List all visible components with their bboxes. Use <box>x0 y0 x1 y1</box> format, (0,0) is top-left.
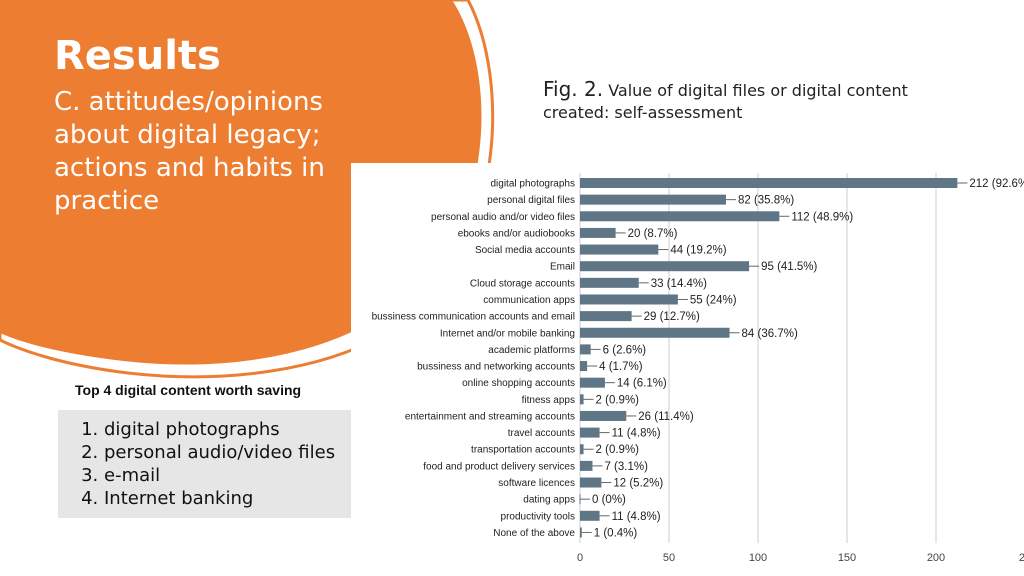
bar <box>580 294 678 305</box>
bar <box>580 410 627 421</box>
bar <box>580 394 584 405</box>
list-item: digital photographs <box>104 418 357 441</box>
list-item: e-mail <box>104 464 357 487</box>
category-label: personal digital files <box>487 195 575 206</box>
x-tick-label: 50 <box>663 552 675 564</box>
data-label: 95 (41.5%) <box>761 261 817 273</box>
data-label: 20 (8.7%) <box>628 228 678 240</box>
data-label: 55 (24%) <box>690 294 737 306</box>
data-label: 7 (3.1%) <box>604 461 648 473</box>
x-tick-label: 200 <box>927 552 945 564</box>
bar-chart: 0 50 100 150 200 25 digital photographs 212 (92… <box>372 173 1024 564</box>
bar <box>580 444 584 455</box>
bar <box>580 311 632 322</box>
data-label: 29 (12.7%) <box>644 311 700 323</box>
category-label: Internet and/or mobile banking <box>440 328 575 339</box>
category-label: Cloud storage accounts <box>470 278 575 289</box>
bar <box>580 327 730 338</box>
x-tick-label: 150 <box>838 552 856 564</box>
data-label: 84 (36.7%) <box>742 328 798 340</box>
bar <box>580 227 616 238</box>
bar <box>580 211 780 222</box>
category-label: entertainment and streaming accounts <box>405 411 575 422</box>
x-tick-label: 25 <box>1019 552 1024 564</box>
category-label: communication apps <box>483 295 575 306</box>
data-label: 14 (6.1%) <box>617 378 667 390</box>
data-label: 2 (0.9%) <box>596 444 640 456</box>
bar <box>580 277 639 288</box>
slide-title: Results <box>54 33 221 79</box>
data-label: 26 (11.4%) <box>638 411 694 423</box>
data-label: 112 (48.9%) <box>791 211 853 223</box>
category-label: bussiness communication accounts and ema… <box>372 312 575 323</box>
bar <box>580 477 602 488</box>
category-label: bussiness and networking accounts <box>417 362 575 373</box>
bar <box>580 510 600 521</box>
data-label: 212 (92.6% <box>969 178 1024 190</box>
category-label: food and product delivery services <box>423 461 575 472</box>
top-content-list-box: digital photographs personal audio/video… <box>58 410 357 518</box>
category-label: transportation accounts <box>471 445 575 456</box>
data-label: 1 (0.4%) <box>594 527 638 539</box>
figure-caption-text: Value of digital files or digital conten… <box>543 81 908 122</box>
bar <box>580 460 593 471</box>
category-label: Social media accounts <box>475 245 575 256</box>
x-tick-label: 0 <box>577 552 583 564</box>
data-label: 6 (2.6%) <box>603 344 647 356</box>
category-label: software licences <box>498 478 575 489</box>
bar <box>580 427 600 438</box>
category-label: online shopping accounts <box>462 378 575 389</box>
bar <box>580 527 582 538</box>
category-label: personal audio and/or video files <box>431 212 575 223</box>
x-tick-label: 100 <box>749 552 767 564</box>
bar <box>580 178 958 188</box>
data-label: 4 (1.7%) <box>599 361 643 373</box>
chart-panel: 0 50 100 150 200 25 digital photographs 212 (92… <box>351 163 1024 576</box>
bar <box>580 244 659 255</box>
list-item: Internet banking <box>104 487 357 510</box>
category-label: Email <box>550 262 575 273</box>
data-label: 0 (0%) <box>592 494 626 506</box>
data-label: 12 (5.2%) <box>613 478 663 490</box>
category-label: digital photographs <box>490 179 575 190</box>
data-label: 2 (0.9%) <box>596 394 640 406</box>
top-content-list: digital photographs personal audio/video… <box>58 410 357 510</box>
list-item: personal audio/video files <box>104 441 357 464</box>
category-label: productivity tools <box>501 511 575 522</box>
category-label: travel accounts <box>508 428 575 439</box>
data-label: 44 (19.2%) <box>670 245 726 257</box>
category-label: academic platforms <box>488 345 575 356</box>
bar <box>580 361 588 372</box>
data-label: 11 (4.8%) <box>612 511 661 523</box>
bar <box>580 344 591 355</box>
bar <box>580 261 750 272</box>
figure-caption: Fig. 2. Value of digital files or digita… <box>543 78 943 124</box>
category-label: fitness apps <box>522 395 575 406</box>
category-label: dating apps <box>523 495 575 506</box>
data-label: 11 (4.8%) <box>612 428 661 440</box>
bar <box>580 194 726 205</box>
category-label: ebooks and/or audiobooks <box>458 228 575 239</box>
data-label: 82 (35.8%) <box>738 195 794 207</box>
data-label: 33 (14.4%) <box>651 278 707 290</box>
top-content-heading: Top 4 digital content worth saving <box>75 382 302 398</box>
bar <box>580 377 605 388</box>
slide-subtitle: C. attitudes/opinions about digital lega… <box>54 87 325 216</box>
category-label: None of the above <box>493 528 575 539</box>
figure-label: Fig. 2. <box>543 77 604 101</box>
